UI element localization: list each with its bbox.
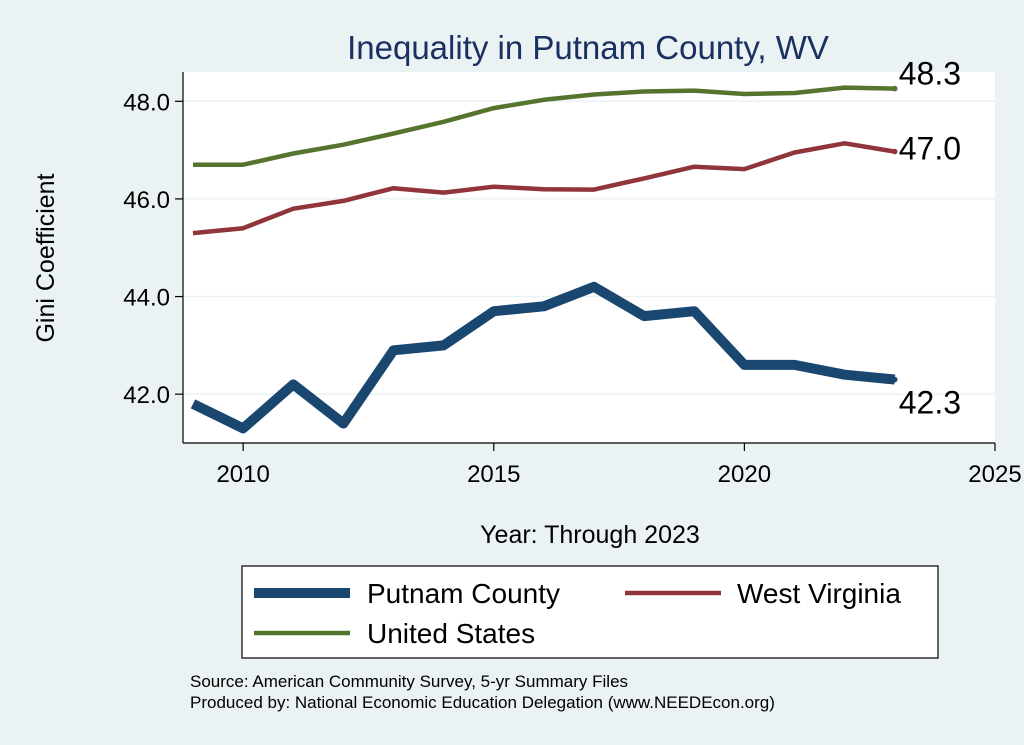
- legend-box: [241, 565, 939, 659]
- series-layer: [190, 85, 898, 434]
- x-tick-label-0: 2010: [216, 461, 269, 488]
- grid-lines: [183, 100, 995, 395]
- axis-ticks: 42.0 44.0 46.0 48.0 2010 2015 2020 2025: [123, 89, 1021, 488]
- producer-note: Produced by: National Economic Education…: [190, 693, 775, 712]
- chart-title: Inequality in Putnam County, WV: [347, 29, 829, 66]
- series-line-west-virginia: [192, 141, 896, 236]
- y-tick-label-0: 42.0: [123, 382, 170, 409]
- end-label-west-virginia: 47.0: [899, 131, 961, 167]
- end-point-west-virginia: [891, 148, 898, 155]
- y-tick-label-1: 44.0: [123, 285, 170, 312]
- x-tick-label-2: 2020: [718, 461, 771, 488]
- source-note: Source: American Community Survey, 5-yr …: [190, 672, 628, 691]
- legend-label-putnam-county: Putnam County: [367, 578, 560, 609]
- end-label-putnam-county: 42.3: [899, 385, 961, 421]
- y-tick-label-2: 46.0: [123, 187, 170, 214]
- end-point-united-states: [891, 85, 898, 92]
- x-axis-title: Year: Through 2023: [480, 521, 700, 549]
- x-tick-label-1: 2015: [467, 461, 520, 488]
- series-line-united-states: [193, 85, 895, 167]
- end-label-united-states: 48.3: [899, 56, 961, 92]
- series-line-putnam-county: [190, 281, 896, 434]
- y-axis-title: Gini Coefficient: [32, 173, 60, 342]
- x-tick-label-3: 2025: [968, 461, 1021, 488]
- legend-label-west-virginia: West Virginia: [737, 578, 901, 609]
- end-point-putnam-county: [891, 376, 898, 383]
- legend: Putnam County West Virginia United States: [254, 578, 901, 649]
- y-tick-label-3: 48.0: [123, 89, 170, 116]
- plot-area: [183, 72, 995, 443]
- legend-label-united-states: United States: [367, 618, 535, 649]
- end-labels: 42.3 47.0 48.3: [899, 56, 961, 421]
